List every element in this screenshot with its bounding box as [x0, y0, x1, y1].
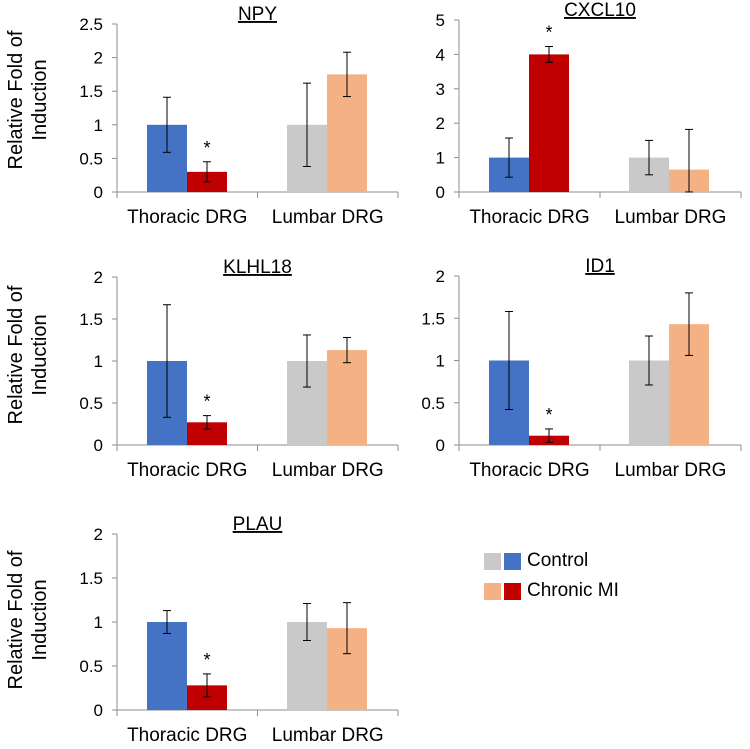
y-tick-label: 2 [94, 268, 103, 287]
chart-cxcl10: CXCL10 0 1 2 3 4 5 * Thoracic DRG Lumbar DRG [436, 0, 742, 228]
chart-title: ID1 [585, 256, 615, 277]
y-axis-label: Relative Fold of Induction [5, 285, 51, 424]
y-axis-label: Relative Fold of Induction [5, 550, 51, 689]
significance-asterisk: * [545, 22, 552, 42]
y-tick-label: 0.5 [79, 149, 103, 168]
y-tick-label: 2.5 [79, 15, 103, 34]
y-tick-label: 2 [436, 114, 445, 133]
bar-thoracic-drg-chronic-mi [187, 422, 227, 445]
y-axis-label: Relative Fold of Induction [5, 30, 51, 169]
chart-title: NPY [238, 4, 277, 25]
significance-asterisk: * [203, 138, 210, 158]
category-label-thoracic-drg: Thoracic DRG [127, 207, 247, 228]
legend-label-chronic-mi: Chronic MI [527, 580, 619, 601]
y-tick-label: 1.5 [79, 310, 103, 329]
legend-swatch-lumbar-mi [484, 582, 501, 600]
y-tick-label: 0.5 [79, 394, 103, 413]
category-label-lumbar-drg: Lumbar DRG [272, 207, 384, 228]
y-tick-label: 1.5 [421, 309, 445, 328]
category-label-thoracic-drg: Thoracic DRG [127, 725, 247, 746]
significance-asterisk: * [203, 392, 210, 412]
category-label-lumbar-drg: Lumbar DRG [615, 207, 727, 228]
legend-item-chronic-mi: Chronic MI [484, 580, 704, 602]
legend-swatch-thoracic-control [504, 552, 521, 570]
y-tick-label: 1 [94, 613, 103, 632]
y-tick-label: 5 [436, 11, 445, 30]
legend-item-control: Control [484, 550, 704, 572]
y-tick-label: 1.5 [79, 82, 103, 101]
y-tick-label: 1 [436, 149, 445, 168]
category-label-lumbar-drg: Lumbar DRG [272, 725, 384, 746]
y-tick-label: 0 [436, 183, 445, 202]
legend-swatch-lumbar-control [484, 552, 501, 570]
y-tick-label: 1 [94, 352, 103, 371]
y-tick-label: 0.5 [421, 394, 445, 413]
y-tick-label: 2 [436, 267, 445, 286]
y-tick-label: 0 [94, 183, 103, 202]
chart-id1: ID1 0 0.5 1 1.5 2 * Thoracic DRG Lumbar DRG [421, 256, 742, 481]
y-tick-label: 3 [436, 80, 445, 99]
category-label-thoracic-drg: Thoracic DRG [127, 460, 247, 481]
chart-plau: PLAU 0 0.5 1 1.5 2 Relative Fold of Induction * T… [5, 514, 399, 746]
category-label-lumbar-drg: Lumbar DRG [615, 460, 727, 481]
y-tick-label: 1 [436, 352, 445, 371]
chart-title: CXCL10 [564, 0, 636, 21]
y-tick-label: 0 [436, 436, 445, 455]
bar-thoracic-drg-chronic-mi [529, 54, 569, 193]
significance-asterisk: * [545, 405, 552, 425]
chart-title: KLHL18 [223, 257, 292, 278]
y-tick-label: 4 [436, 45, 445, 64]
chart-title: PLAU [233, 514, 283, 535]
y-tick-label: 2 [94, 49, 103, 68]
legend-swatch-thoracic-mi [504, 582, 521, 600]
y-tick-label: 0 [94, 701, 103, 720]
bar-thoracic-drg-control [147, 622, 187, 710]
y-tick-label: 1 [94, 116, 103, 135]
y-tick-label: 1.5 [79, 569, 103, 588]
y-tick-label: 0.5 [79, 657, 103, 676]
chart-klhl18: KLHL18 0 0.5 1 1.5 2 Relative Fold of Induction… [5, 257, 399, 481]
category-label-thoracic-drg: Thoracic DRG [469, 460, 589, 481]
legend: Control Chronic MI [484, 550, 704, 610]
significance-asterisk: * [203, 650, 210, 670]
legend-label-control: Control [527, 550, 589, 571]
category-label-thoracic-drg: Thoracic DRG [469, 207, 589, 228]
bar-lumbar-drg-chronic-mi [327, 350, 367, 445]
category-label-lumbar-drg: Lumbar DRG [272, 460, 384, 481]
y-tick-label: 0 [94, 436, 103, 455]
y-tick-label: 2 [94, 525, 103, 544]
chart-npy: NPY 0 0.5 1 1.5 2 2.5 Relative Fold of Induction… [5, 4, 399, 228]
